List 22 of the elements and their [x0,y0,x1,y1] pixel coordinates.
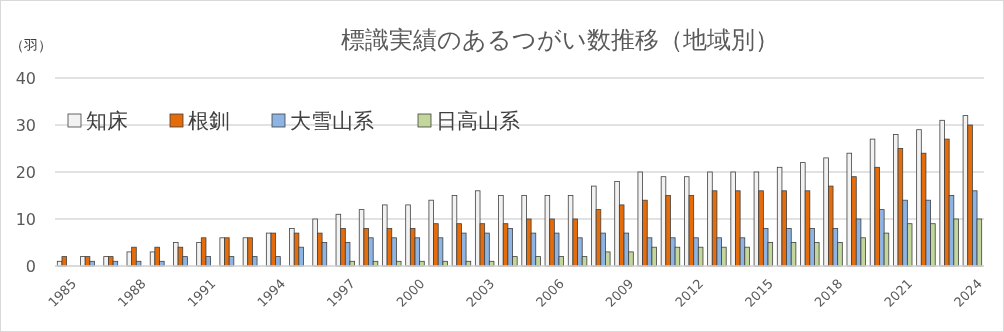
bar [335,213,342,267]
bar [200,237,207,267]
chart-title: 標識実績のあるつがい数推移（地域別） [341,26,779,54]
bar [177,246,184,267]
bar [270,232,277,267]
legend-label: 日高山系 [436,109,520,134]
y-tick-label: 10 [15,209,36,229]
legend-label: 大雪山系 [290,109,374,134]
bar [800,162,806,267]
bar [962,115,969,267]
bar [544,195,551,267]
y-axis-title: （羽） [10,37,52,53]
y-tick-label: 40 [15,68,36,88]
y-tick-label: 0 [25,256,36,276]
legend-label: 知床 [86,109,128,134]
bar [846,152,853,267]
bar [61,256,68,267]
y-tick-label: 30 [15,115,36,135]
y-tick-label: 20 [15,162,36,182]
legend-label: 根釧 [188,109,230,134]
bar [753,171,760,267]
bar [451,195,458,267]
